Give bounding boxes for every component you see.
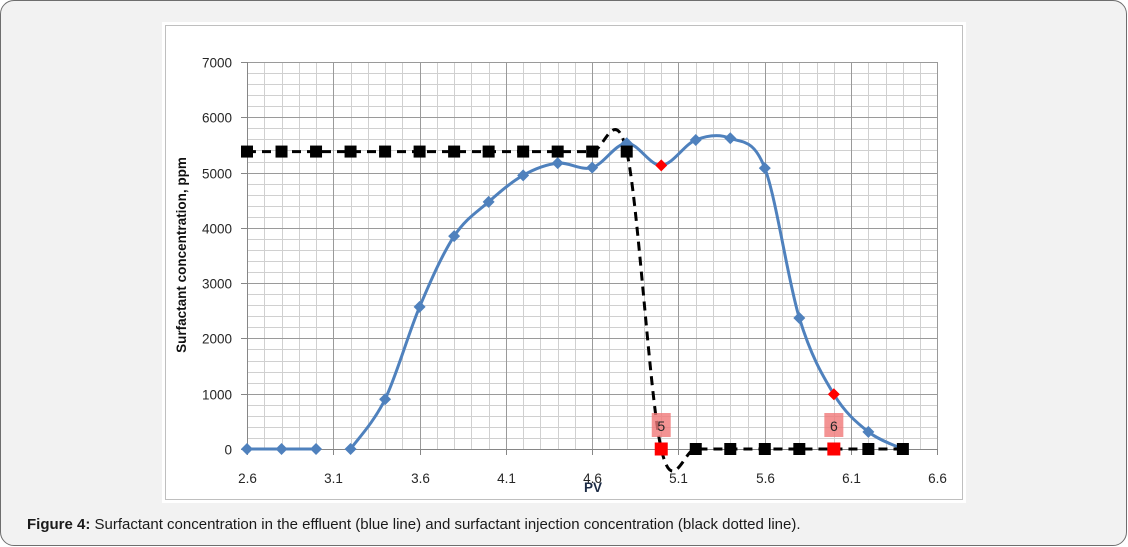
- x-tick-label: 3.6: [411, 471, 430, 486]
- highlight-square-marker: [827, 442, 841, 456]
- square-marker: [758, 443, 771, 455]
- diamond-marker: [793, 311, 806, 324]
- square-marker: [586, 145, 599, 158]
- square-marker: [862, 443, 875, 455]
- gridlines: [247, 62, 938, 450]
- square-marker: [551, 145, 564, 158]
- highlight-diamond-marker: [827, 388, 840, 401]
- y-tick-label: 1000: [202, 388, 232, 403]
- y-tick-label: 4000: [202, 222, 232, 237]
- series-markers: [241, 132, 909, 456]
- x-tick-label: 6.6: [928, 471, 947, 486]
- square-marker: [275, 145, 288, 158]
- data-label-box: [651, 413, 671, 437]
- diamond-marker: [758, 162, 771, 175]
- diamond-marker: [862, 425, 875, 438]
- effluent-line: [349, 134, 904, 451]
- x-tick-label: 3.1: [324, 471, 343, 486]
- square-marker: [448, 145, 461, 158]
- y-tick-label: 7000: [202, 56, 232, 71]
- y-tick-label: 0: [224, 443, 232, 458]
- chart-border: [165, 25, 963, 500]
- diamond-marker: [275, 443, 288, 455]
- x-tick-label: 6.1: [842, 471, 861, 486]
- data-label-text: 6: [830, 418, 838, 434]
- square-marker: [482, 145, 495, 158]
- diamond-marker: [241, 443, 253, 455]
- square-marker: [896, 443, 909, 455]
- y-tick-label: 6000: [202, 111, 232, 126]
- highlight-diamond-marker: [655, 159, 668, 172]
- figure-caption: Figure 4: Surfactant concentration in th…: [27, 516, 801, 533]
- square-marker: [517, 145, 530, 158]
- diamond-marker: [379, 393, 392, 406]
- data-label-text: 5: [657, 418, 665, 434]
- y-tick-label: 3000: [202, 277, 232, 292]
- diamond-marker: [413, 300, 426, 313]
- tick-labels: 0 1000 2000 3000 4000 5000 6000 7000 2.6 3.1 3.6 4.…: [202, 56, 947, 487]
- x-tick-label: 2.6: [238, 471, 257, 486]
- y-axis-title: Surfactant concentration, ppm: [174, 157, 189, 353]
- diamond-marker: [724, 132, 737, 145]
- diamond-marker: [517, 169, 530, 182]
- diamond-marker: [344, 443, 357, 455]
- square-marker: [413, 145, 426, 158]
- diamond-marker: [551, 157, 564, 170]
- diamond-marker: [482, 195, 495, 208]
- square-marker: [310, 145, 323, 158]
- diamond-marker: [448, 230, 461, 243]
- diamond-marker: [689, 133, 702, 146]
- y-tick-label: 2000: [202, 332, 232, 347]
- data-label-box: [824, 413, 844, 437]
- diamond-marker: [310, 443, 323, 455]
- x-tick-label: 4.6: [583, 471, 602, 486]
- square-marker: [344, 145, 357, 158]
- square-marker: [724, 443, 737, 455]
- x-tick-label: 4.1: [497, 471, 516, 486]
- x-tick-label: 5.6: [756, 471, 775, 486]
- square-marker: [689, 443, 702, 455]
- series-lines: [247, 128, 904, 473]
- square-marker: [379, 145, 392, 158]
- injection-line: [247, 128, 903, 473]
- diamond-marker: [586, 161, 599, 174]
- y-tick-label: 5000: [202, 167, 232, 182]
- x-tick-label: 5.1: [669, 471, 688, 486]
- x-axis-title: PV: [584, 480, 602, 495]
- square-marker: [241, 145, 253, 158]
- highlight-square-marker: [654, 442, 668, 456]
- square-marker: [620, 145, 633, 158]
- caption-label: Figure 4:: [27, 516, 91, 533]
- caption-text: Surfactant concentration in the effluent…: [90, 516, 801, 533]
- square-marker: [793, 443, 806, 455]
